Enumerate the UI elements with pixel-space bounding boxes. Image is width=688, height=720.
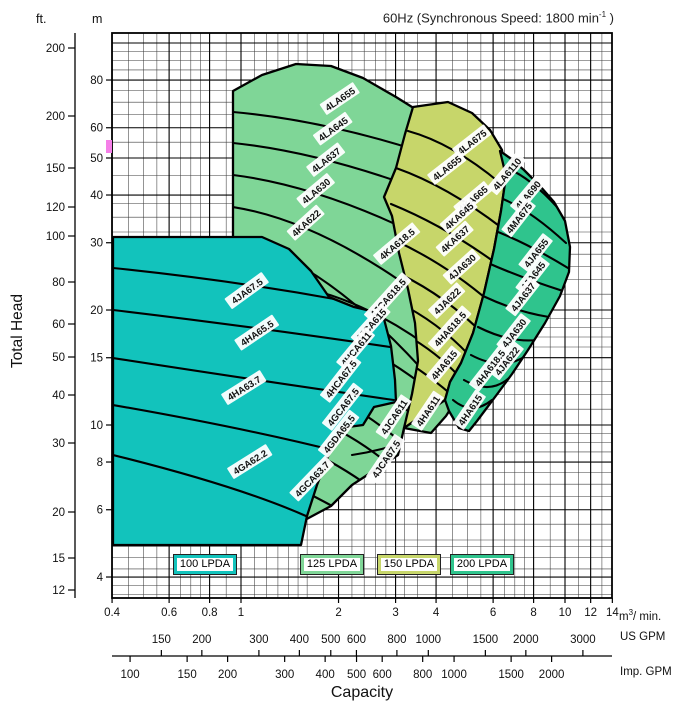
us-gpm-tick-label: 800 bbox=[387, 634, 406, 646]
m3min-tick-label: 0.8 bbox=[202, 607, 218, 619]
chart-title: 60Hz (Synchronous Speed: 1800 min-1 ) bbox=[382, 10, 614, 26]
m-tick-label: 10 bbox=[90, 420, 103, 432]
ft-tick-label: 50 bbox=[52, 352, 65, 364]
legend-100lpda-label: 100 LPDA bbox=[176, 558, 234, 571]
pump-curve bbox=[392, 238, 492, 304]
ft-tick-label: 30 bbox=[52, 438, 65, 450]
ft-tick-label: 12 bbox=[52, 585, 65, 597]
m3min-tick-label: 2 bbox=[335, 607, 341, 619]
imp-gpm-tick-label: 500 bbox=[347, 669, 366, 681]
us-gpm-tick-label: 3000 bbox=[570, 634, 596, 646]
x-axis-unit-us-gpm: US GPM bbox=[620, 631, 666, 643]
imp-gpm-tick-label: 200 bbox=[218, 669, 237, 681]
legend-125lpda-label: 125 LPDA bbox=[303, 558, 361, 571]
m-tick-label: 50 bbox=[90, 153, 103, 165]
m-tick-label: 20 bbox=[90, 305, 103, 317]
us-gpm-tick-label: 150 bbox=[152, 634, 171, 646]
m3min-tick-label: 0.4 bbox=[104, 607, 121, 619]
m3min-tick-label: 10 bbox=[559, 607, 572, 619]
imp-gpm-tick-label: 400 bbox=[316, 669, 335, 681]
x-axis-m3min: 0.4 0.6 0.8 1 2 3 4 6 8 10 12 14 bbox=[104, 598, 619, 619]
m3min-tick-label: 6 bbox=[490, 607, 496, 619]
ft-tick-label: 200 bbox=[46, 111, 65, 123]
m-tick-label: 30 bbox=[90, 238, 103, 250]
m-tick-label: 15 bbox=[90, 353, 103, 365]
pump-curve bbox=[113, 453, 308, 518]
m3min-tick-label: 14 bbox=[606, 607, 619, 619]
m3min-tick-label: 3 bbox=[392, 607, 398, 619]
legend-200lpda: 200 LPDA bbox=[450, 554, 514, 575]
legend-150lpda: 150 LPDA bbox=[377, 554, 441, 575]
ft-tick-label: 60 bbox=[52, 319, 65, 331]
us-gpm-tick-label: 500 bbox=[321, 634, 340, 646]
imp-gpm-tick-label: 300 bbox=[275, 669, 294, 681]
pump-curve bbox=[496, 195, 568, 245]
pink-artifact bbox=[106, 140, 112, 153]
imp-gpm-tick-label: 1000 bbox=[441, 669, 467, 681]
ft-tick-label: 40 bbox=[52, 390, 65, 402]
pump-curve bbox=[394, 166, 504, 230]
us-gpm-tick-label: 1500 bbox=[473, 634, 499, 646]
m3min-tick-label: 8 bbox=[530, 607, 536, 619]
x-axis-title: Capacity bbox=[330, 684, 394, 701]
ft-tick-label: 150 bbox=[46, 163, 65, 175]
m-tick-label: 60 bbox=[90, 123, 103, 135]
m3min-tick-label: 1 bbox=[238, 607, 244, 619]
y-axis-title: Total Head bbox=[9, 293, 26, 369]
lpda100-area bbox=[111, 235, 398, 547]
imp-gpm-tick-label: 600 bbox=[373, 669, 392, 681]
m-tick-label: 40 bbox=[90, 190, 103, 202]
plot-border bbox=[111, 32, 613, 599]
m-tick-label: 4 bbox=[97, 572, 104, 584]
x-axis-unit-imp-gpm: Imp. GPM bbox=[620, 666, 672, 678]
m3min-tick-label: 4 bbox=[433, 607, 440, 619]
legend-150lpda-label: 150 LPDA bbox=[380, 558, 438, 571]
us-gpm-tick-label: 300 bbox=[249, 634, 268, 646]
y-axis-unit-ft: ft. bbox=[36, 12, 47, 26]
m-tick-label: 8 bbox=[97, 457, 103, 469]
imp-gpm-tick-label: 800 bbox=[413, 669, 432, 681]
m-tick-label: 6 bbox=[97, 505, 103, 517]
imp-gpm-tick-label: 150 bbox=[178, 669, 197, 681]
m3min-tick-label: 0.6 bbox=[161, 607, 177, 619]
ft-tick-label: 100 bbox=[46, 231, 65, 243]
pump-curve bbox=[113, 308, 392, 349]
imp-gpm-tick-label: 100 bbox=[120, 669, 139, 681]
ft-tick-label: 120 bbox=[46, 202, 65, 214]
imp-gpm-tick-label: 2000 bbox=[539, 669, 565, 681]
x-axis-unit-m3min: m3/ min. bbox=[619, 608, 662, 623]
pump-curve bbox=[113, 403, 342, 454]
us-gpm-tick-label: 2000 bbox=[513, 634, 539, 646]
ft-tick-label: 200 bbox=[46, 43, 65, 55]
pump-curve bbox=[462, 376, 511, 389]
m-tick-label: 80 bbox=[90, 75, 103, 87]
x-axis-gpm: 150 200 300 400 500 600 800 1000 1500 2000 3000 100… bbox=[112, 634, 612, 681]
us-gpm-tick-label: 200 bbox=[192, 634, 211, 646]
ft-tick-label: 20 bbox=[52, 507, 65, 519]
ft-tick-label: 80 bbox=[52, 277, 65, 289]
imp-gpm-tick-label: 1500 bbox=[498, 669, 524, 681]
us-gpm-tick-label: 600 bbox=[347, 634, 366, 646]
legend-200lpda-label: 200 LPDA bbox=[453, 558, 511, 571]
pump-curve bbox=[491, 228, 570, 270]
pump-curve bbox=[389, 202, 499, 266]
legend-100lpda: 100 LPDA bbox=[173, 554, 237, 575]
m3min-tick-label: 12 bbox=[584, 607, 597, 619]
ft-tick-label: 15 bbox=[52, 553, 65, 565]
y-axis-unit-m: m bbox=[92, 12, 103, 26]
pump-curve bbox=[113, 266, 342, 302]
y-axes: 200 200 150 120 100 80 60 50 40 30 20 15 12 80 60 50 40 3… bbox=[46, 33, 112, 598]
us-gpm-tick-label: 1000 bbox=[416, 634, 442, 646]
us-gpm-tick-label: 400 bbox=[290, 634, 309, 646]
legend-125lpda: 125 LPDA bbox=[300, 554, 364, 575]
